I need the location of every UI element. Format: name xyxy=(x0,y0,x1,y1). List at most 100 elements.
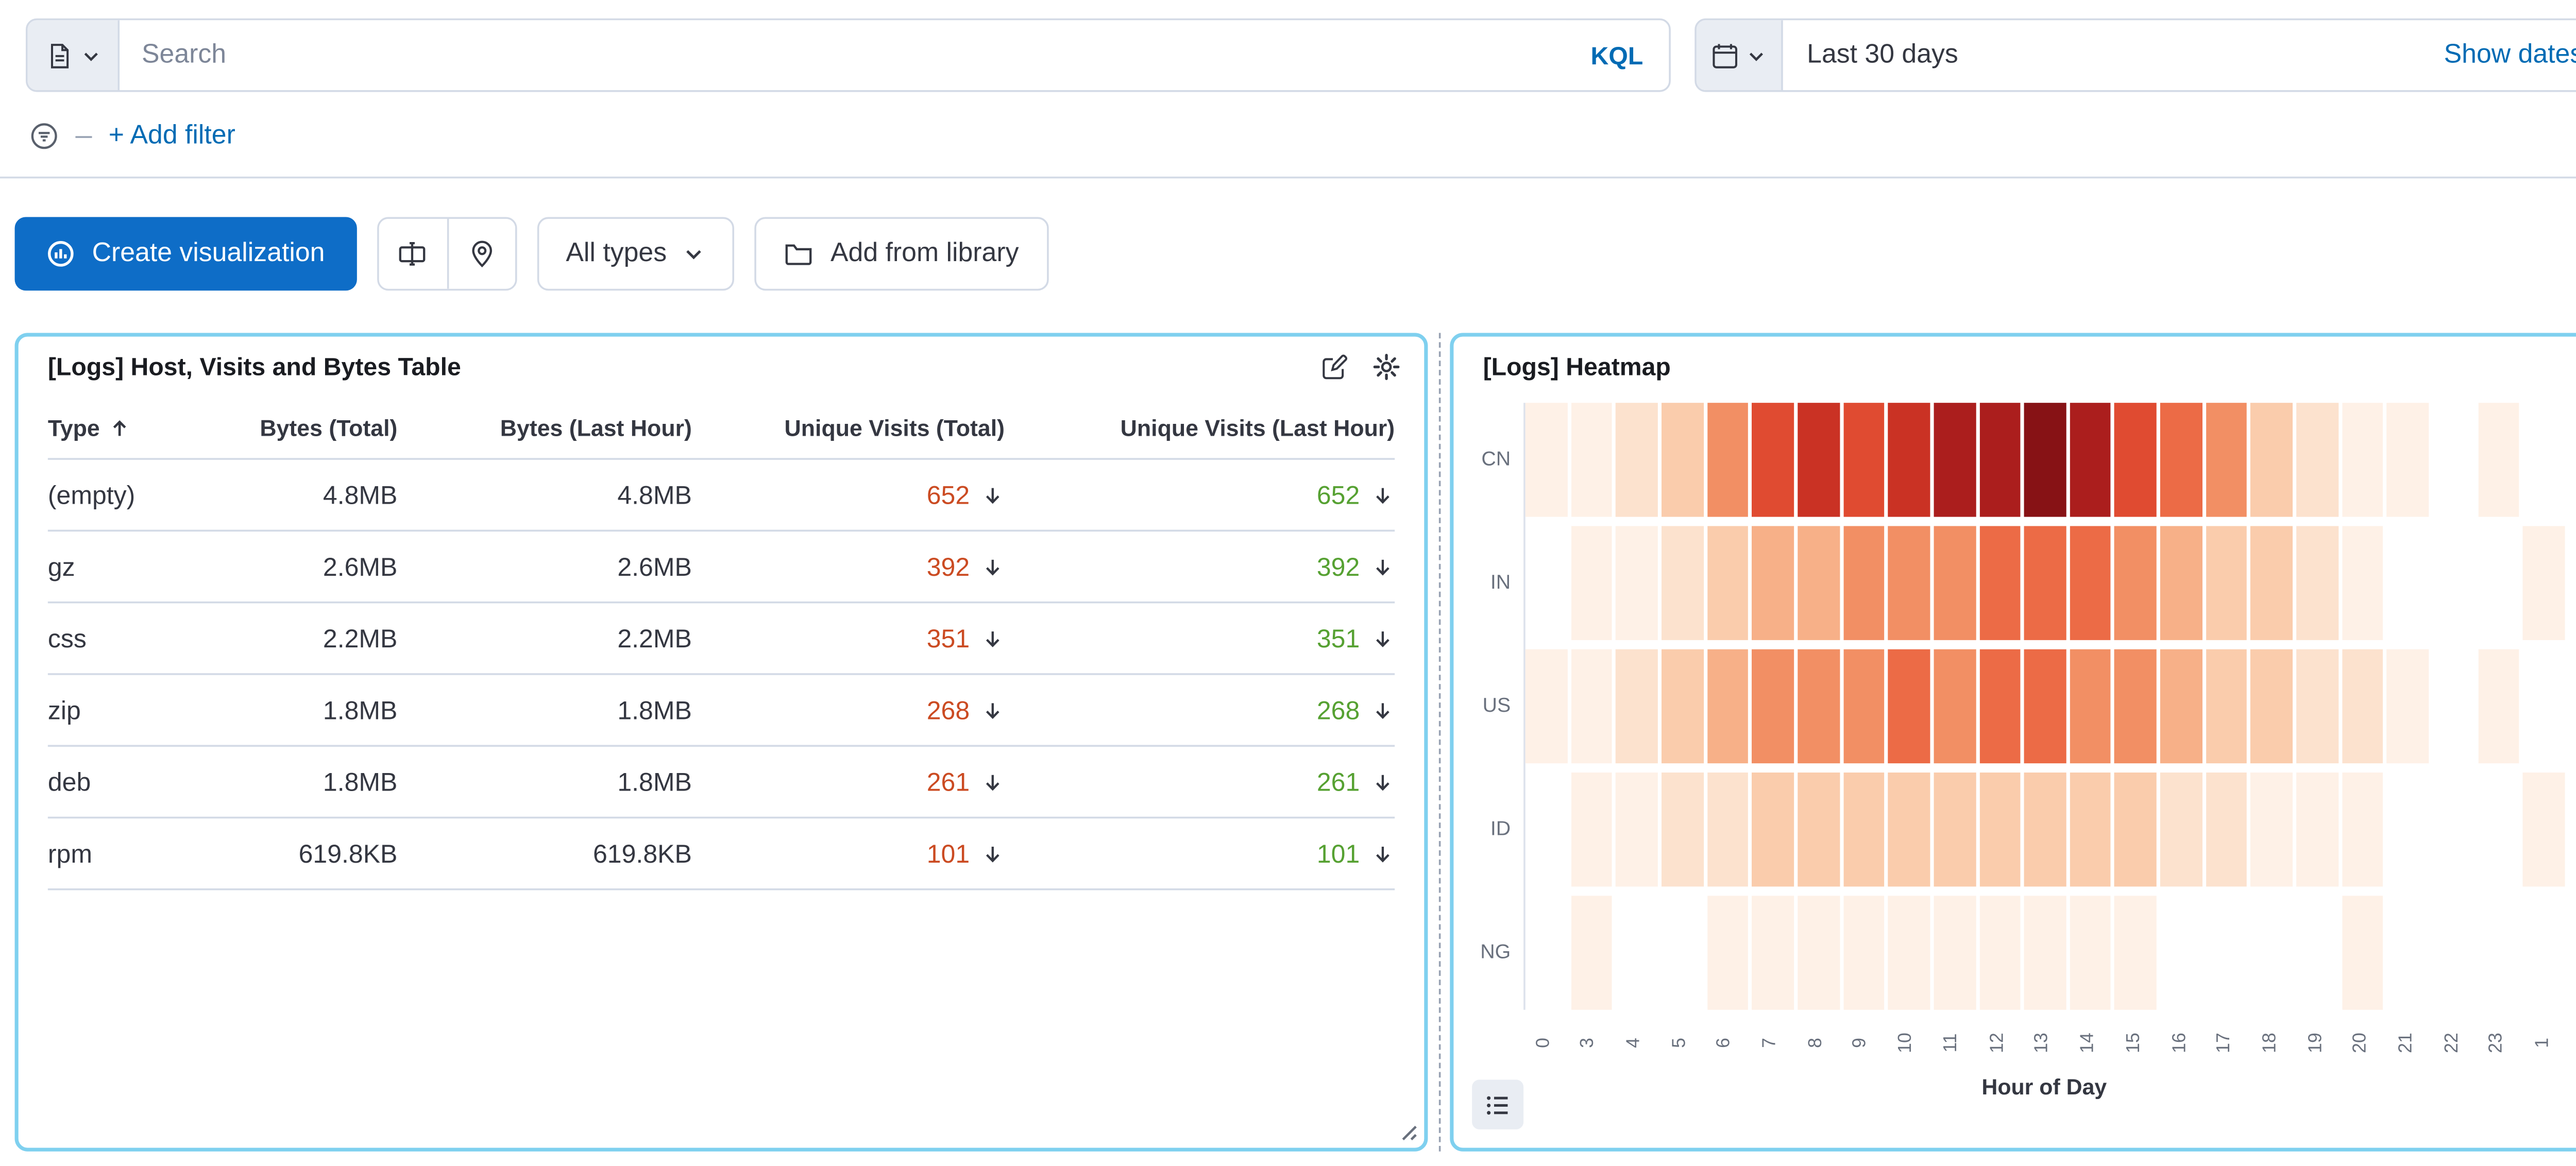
heatmap-cell[interactable] xyxy=(1752,403,1794,517)
heatmap-cell[interactable] xyxy=(2206,649,2248,764)
heatmap-cell[interactable] xyxy=(2115,896,2157,1010)
gear-icon[interactable] xyxy=(1372,353,1400,381)
kql-language-button[interactable]: KQL xyxy=(1590,41,1643,69)
create-visualization-button[interactable]: Create visualization xyxy=(14,217,357,291)
heatmap-cell[interactable] xyxy=(1934,649,1975,764)
heatmap-cell[interactable] xyxy=(1570,896,1613,1010)
heatmap-cell[interactable] xyxy=(1797,649,1839,764)
search-input[interactable] xyxy=(120,20,1565,91)
column-header-bytes-last-hour[interactable]: Bytes (Last Hour) xyxy=(500,416,692,442)
heatmap-cell[interactable] xyxy=(1570,773,1613,887)
heatmap-cell[interactable] xyxy=(2296,773,2338,887)
heatmap-cell[interactable] xyxy=(1752,526,1794,640)
heatmap-cell[interactable] xyxy=(1570,403,1613,517)
heatmap-cell[interactable] xyxy=(2160,773,2202,887)
heatmap-cell[interactable] xyxy=(1888,526,1930,640)
heatmap-cell[interactable] xyxy=(1616,403,1658,517)
date-range-value[interactable]: Last 30 days xyxy=(1807,40,1958,70)
show-dates-link[interactable]: Show dates xyxy=(2444,40,2576,70)
heatmap-cell[interactable] xyxy=(1525,649,1567,764)
heatmap-cell[interactable] xyxy=(1843,773,1885,887)
heatmap-cell[interactable] xyxy=(2206,773,2248,887)
heatmap-cell[interactable] xyxy=(2206,526,2248,640)
heatmap-cell[interactable] xyxy=(1843,526,1885,640)
heatmap-cell[interactable] xyxy=(2024,773,2066,887)
heatmap-cell[interactable] xyxy=(2024,403,2066,517)
all-types-dropdown[interactable]: All types xyxy=(536,217,735,291)
heatmap-cell[interactable] xyxy=(1888,896,1930,1010)
heatmap-cell[interactable] xyxy=(2070,403,2112,517)
heatmap-cell[interactable] xyxy=(1843,403,1885,517)
heatmap-cell[interactable] xyxy=(2342,649,2384,764)
heatmap-cell[interactable] xyxy=(2115,649,2157,764)
heatmap-cell[interactable] xyxy=(2115,526,2157,640)
heatmap-plot[interactable] xyxy=(1523,403,2565,1010)
add-filter-link[interactable]: + Add filter xyxy=(108,121,235,151)
heatmap-cell[interactable] xyxy=(1661,773,1703,887)
resize-corner-icon[interactable] xyxy=(1393,1117,1419,1142)
heatmap-cell[interactable] xyxy=(2070,649,2112,764)
column-header-visits-total[interactable]: Unique Visits (Total) xyxy=(784,416,1005,442)
heatmap-cell[interactable] xyxy=(1616,773,1658,887)
heatmap-cell[interactable] xyxy=(1706,649,1749,764)
heatmap-cell[interactable] xyxy=(2296,403,2338,517)
heatmap-cell[interactable] xyxy=(1797,773,1839,887)
heatmap-cell[interactable] xyxy=(1706,773,1749,887)
add-from-library-button[interactable]: Add from library xyxy=(755,217,1048,291)
heatmap-cell[interactable] xyxy=(2296,649,2338,764)
saved-query-button[interactable] xyxy=(27,20,120,91)
heatmap-cell[interactable] xyxy=(1661,403,1703,517)
heatmap-cell[interactable] xyxy=(2342,896,2384,1010)
heatmap-cell[interactable] xyxy=(2070,526,2112,640)
heatmap-cell[interactable] xyxy=(2342,526,2384,640)
heatmap-cell[interactable] xyxy=(2523,773,2565,887)
heatmap-cell[interactable] xyxy=(2478,403,2520,517)
heatmap-cell[interactable] xyxy=(1661,526,1703,640)
heatmap-cell[interactable] xyxy=(1570,526,1613,640)
heatmap-cell[interactable] xyxy=(2160,526,2202,640)
heatmap-cell[interactable] xyxy=(1934,896,1975,1010)
heatmap-cell[interactable] xyxy=(1706,403,1749,517)
heatmap-cell[interactable] xyxy=(2160,403,2202,517)
heatmap-cell[interactable] xyxy=(2251,649,2293,764)
heatmap-cell[interactable] xyxy=(1570,649,1613,764)
heatmap-cell[interactable] xyxy=(1616,649,1658,764)
heatmap-cell[interactable] xyxy=(1843,896,1885,1010)
heatmap-cell[interactable] xyxy=(2070,896,2112,1010)
heatmap-cell[interactable] xyxy=(1797,526,1839,640)
edit-panel-icon[interactable] xyxy=(1321,353,1349,381)
heatmap-cell[interactable] xyxy=(1752,649,1794,764)
heatmap-cell[interactable] xyxy=(2024,526,2066,640)
heatmap-cell[interactable] xyxy=(2115,773,2157,887)
heatmap-cell[interactable] xyxy=(1888,403,1930,517)
legend-toggle-button[interactable] xyxy=(1472,1079,1524,1129)
heatmap-cell[interactable] xyxy=(2387,403,2429,517)
heatmap-cell[interactable] xyxy=(1706,896,1749,1010)
heatmap-cell[interactable] xyxy=(1979,403,2021,517)
quick-select-date-button[interactable] xyxy=(1696,20,1783,91)
heatmap-cell[interactable] xyxy=(2024,649,2066,764)
heatmap-cell[interactable] xyxy=(1888,773,1930,887)
heatmap-cell[interactable] xyxy=(1979,896,2021,1010)
heatmap-cell[interactable] xyxy=(1979,526,2021,640)
column-header-bytes-total[interactable]: Bytes (Total) xyxy=(260,416,398,442)
heatmap-cell[interactable] xyxy=(2342,773,2384,887)
heatmap-cell[interactable] xyxy=(1661,649,1703,764)
heatmap-cell[interactable] xyxy=(2024,896,2066,1010)
heatmap-cell[interactable] xyxy=(1706,526,1749,640)
filter-menu-button[interactable] xyxy=(29,122,59,151)
panel-title[interactable]: [Logs] Host, Visits and Bytes Table xyxy=(47,353,461,381)
heatmap-cell[interactable] xyxy=(1934,403,1975,517)
heatmap-cell[interactable] xyxy=(1843,649,1885,764)
heatmap-cell[interactable] xyxy=(1934,773,1975,887)
heatmap-cell[interactable] xyxy=(2070,773,2112,887)
heatmap-cell[interactable] xyxy=(1797,403,1839,517)
heatmap-cell[interactable] xyxy=(2251,773,2293,887)
heatmap-cell[interactable] xyxy=(2115,403,2157,517)
heatmap-cell[interactable] xyxy=(1979,649,2021,764)
heatmap-cell[interactable] xyxy=(2206,403,2248,517)
heatmap-cell[interactable] xyxy=(1934,526,1975,640)
heatmap-cell[interactable] xyxy=(1752,896,1794,1010)
column-header-type[interactable]: Type xyxy=(48,416,206,441)
add-text-button[interactable] xyxy=(378,219,447,289)
